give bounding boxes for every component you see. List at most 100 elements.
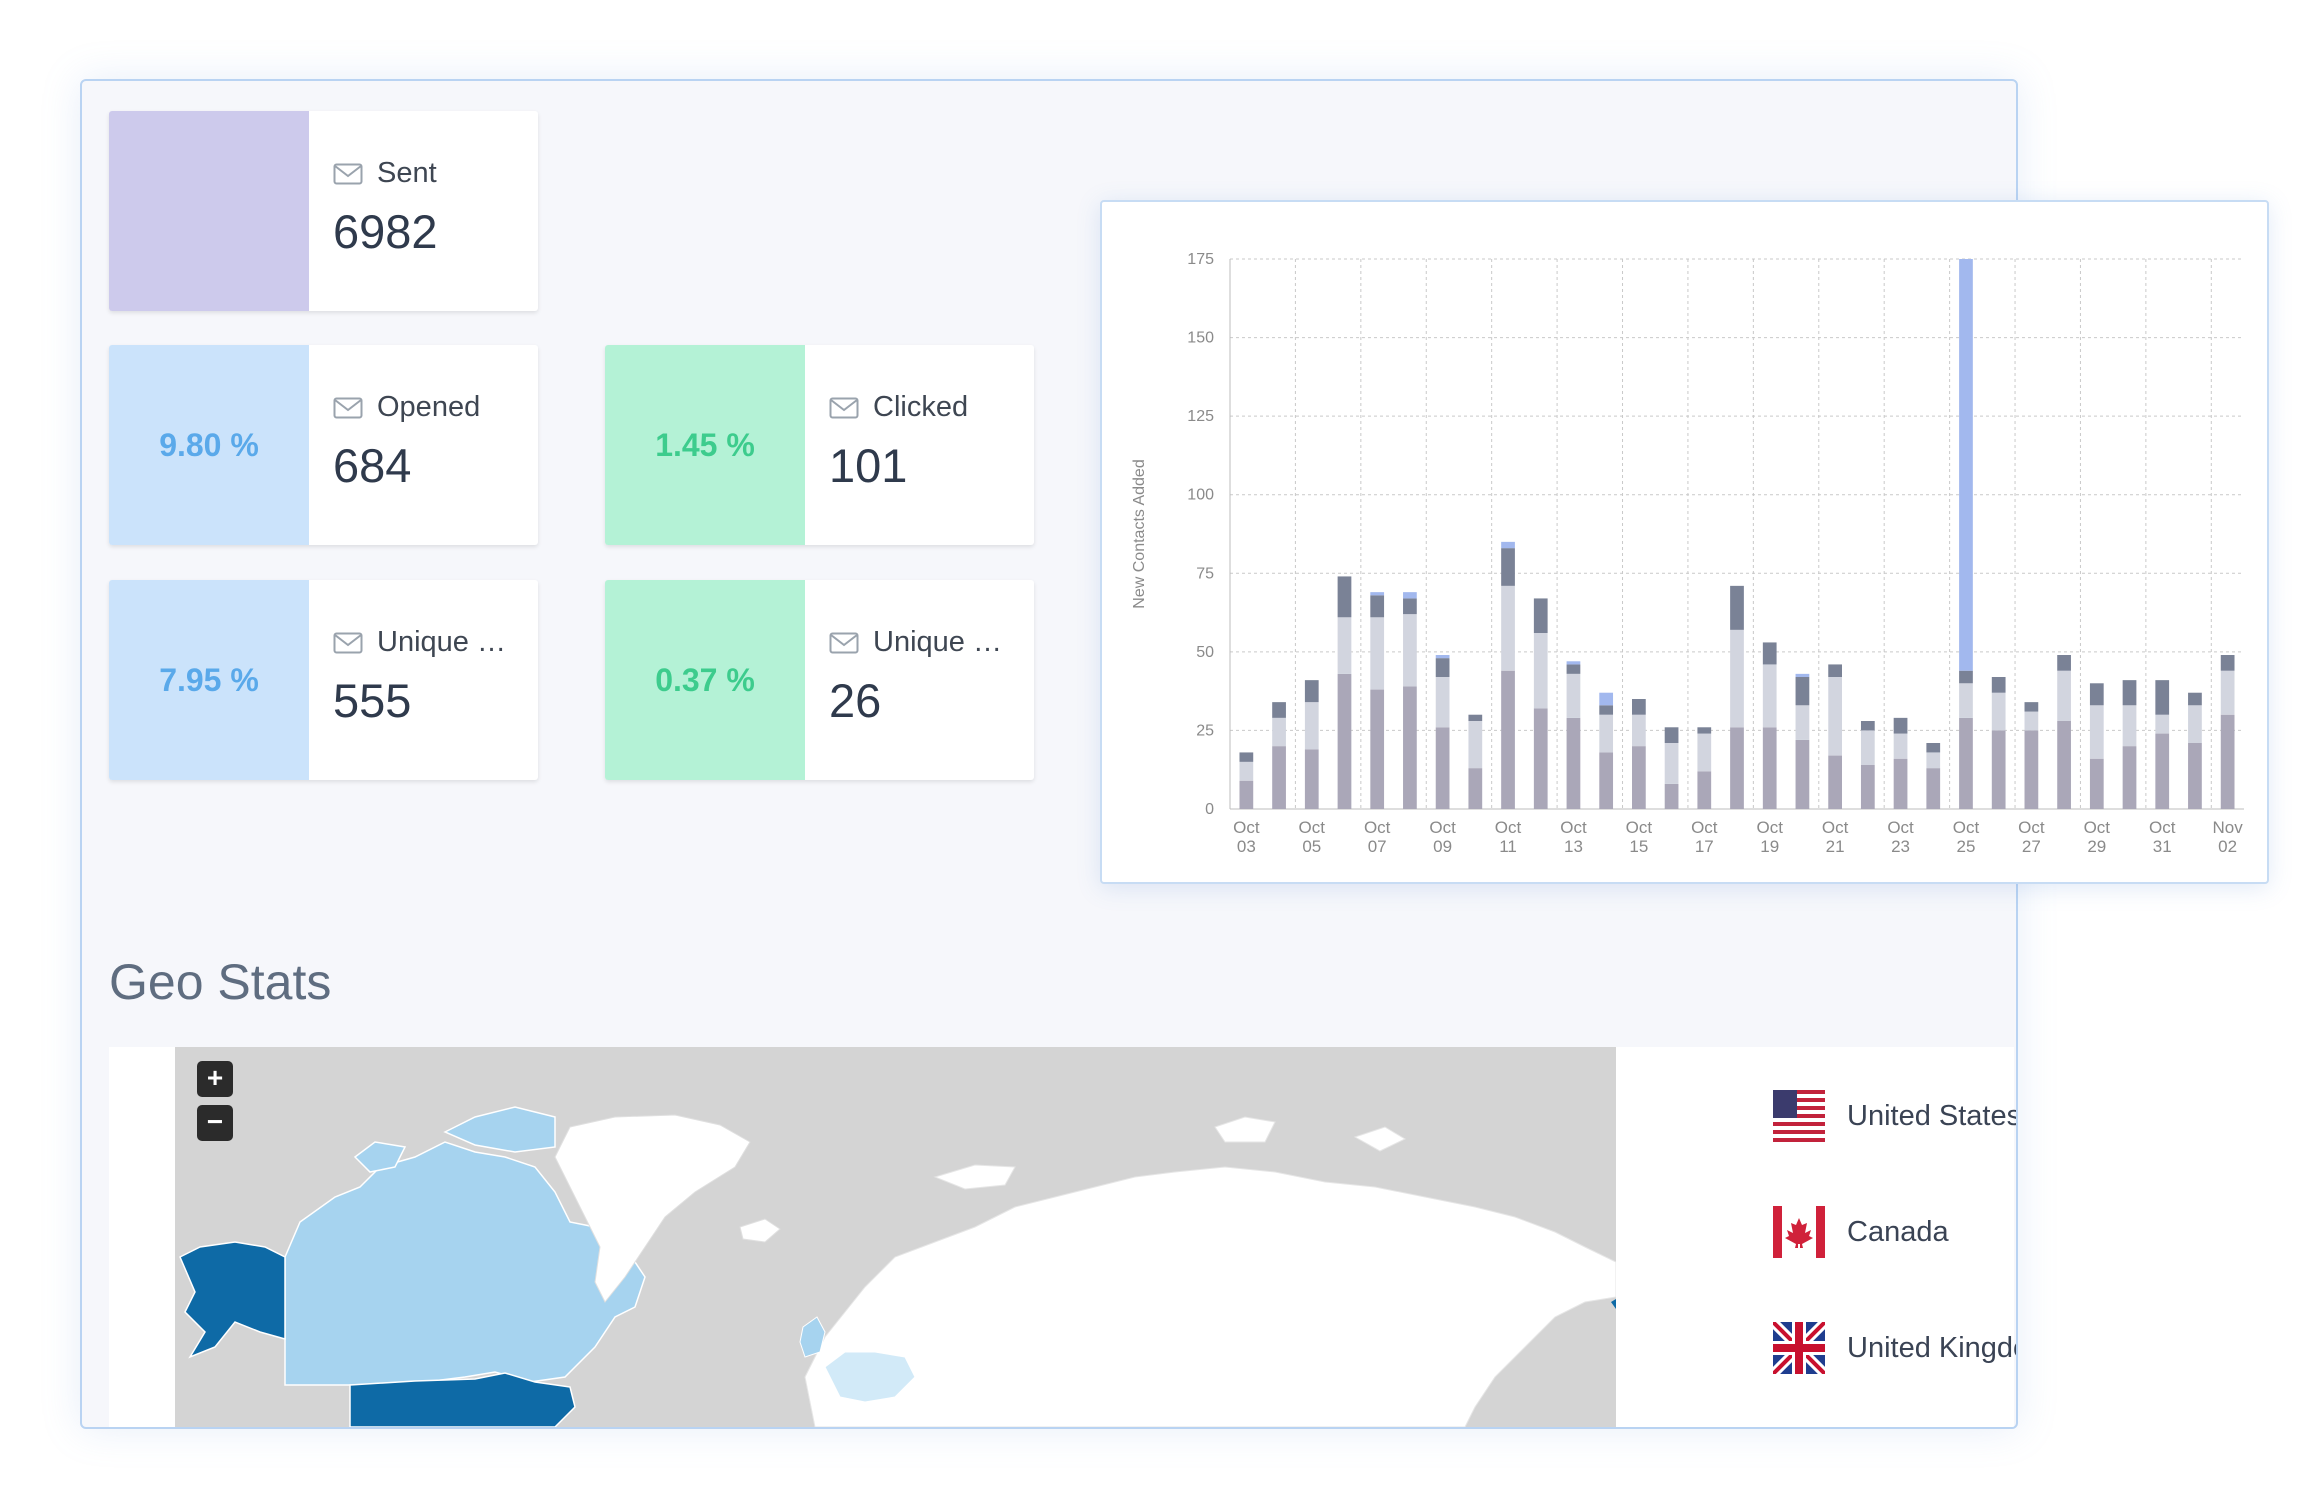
map-uk <box>799 1316 826 1358</box>
world-map[interactable]: + − <box>175 1047 1616 1427</box>
y-tick-label: 125 <box>1187 408 1214 425</box>
y-tick-label: 75 <box>1196 565 1214 582</box>
bar-segment <box>1762 642 1777 665</box>
bar-segment <box>1926 752 1941 769</box>
y-tick-label: 175 <box>1187 251 1214 268</box>
bar-segment <box>2057 670 2071 721</box>
sent-value: 6982 <box>333 205 438 258</box>
bar-segment <box>2155 714 2170 734</box>
bar-segment <box>1337 617 1352 674</box>
geo-stats-title: Geo Stats <box>109 954 332 1010</box>
x-tick-label: Oct <box>1233 818 1260 837</box>
unique-clicked-card[interactable]: 0.37 % Unique Clicked 26 <box>605 580 1034 780</box>
map-greenland <box>554 1114 751 1303</box>
bar-segment <box>2155 733 2170 809</box>
bar-segment <box>2188 705 2202 743</box>
x-tick-label: 23 <box>1891 837 1910 856</box>
bar-segment <box>1337 576 1352 618</box>
x-tick-label: Oct <box>2149 818 2176 837</box>
bar-segment <box>1468 714 1483 721</box>
bar-segment <box>1337 673 1352 809</box>
bar-segment <box>1795 705 1810 740</box>
bar-segment <box>2089 683 2104 706</box>
bar-segment <box>1599 692 1614 706</box>
x-tick-label: Oct <box>1953 818 1980 837</box>
bar-segment <box>1304 680 1319 703</box>
x-tick-label: 11 <box>1499 837 1517 856</box>
bar-segment <box>2024 702 2039 712</box>
bar-segment <box>1566 661 1581 665</box>
x-tick-label: 17 <box>1695 837 1714 856</box>
bar-segment <box>1991 692 2006 731</box>
bar-segment <box>1370 592 1385 596</box>
clicked-card[interactable]: 1.45 % Clicked 101 <box>605 345 1034 545</box>
bar-segment <box>1435 727 1450 809</box>
bar-segment <box>1795 673 1810 677</box>
bar-segment <box>2089 705 2104 759</box>
bar-segment <box>2188 692 2202 706</box>
country-item-uk[interactable]: United Kingdom <box>1773 1321 2016 1375</box>
bar-segment <box>1730 585 1744 630</box>
bar-segment <box>1959 670 1973 684</box>
country-item-us[interactable]: United States <box>1773 1089 2018 1143</box>
bar-segment <box>1403 592 1417 599</box>
bar-segment <box>2220 714 2235 809</box>
bar-segment <box>2089 758 2104 809</box>
bar-segment <box>1959 259 1973 671</box>
bar-segment <box>1762 664 1777 728</box>
zoom-out-button[interactable]: − <box>197 1105 233 1141</box>
bar-segment <box>2122 746 2137 809</box>
x-tick-label: Oct <box>1626 818 1653 837</box>
bar-segment <box>1501 541 1515 549</box>
bar-segment <box>1795 677 1810 706</box>
x-tick-label: 03 <box>1237 837 1256 856</box>
bar-segment <box>1697 733 1712 772</box>
y-tick-label: 0 <box>1205 801 1214 818</box>
world-map-canvas <box>179 1106 1616 1427</box>
canada-flag-icon <box>1773 1206 1825 1258</box>
bar-segment <box>1599 714 1614 753</box>
map-arctic-islands <box>933 1116 1407 1190</box>
envelope-icon <box>333 632 363 653</box>
unique-opened-value: 555 <box>333 674 412 727</box>
bar-segment <box>1664 743 1679 784</box>
bar-segment <box>1599 752 1614 809</box>
x-tick-label: Oct <box>1822 818 1849 837</box>
opened-label: Opened <box>377 391 481 423</box>
bar-segment <box>1566 717 1581 809</box>
country-list: United States Canada <box>1773 1089 2018 1427</box>
map-usa <box>349 1372 576 1427</box>
zoom-in-button[interactable]: + <box>197 1061 233 1097</box>
bar-segment <box>1664 727 1679 743</box>
bar-segment <box>1893 758 1908 809</box>
sent-label: Sent <box>377 157 437 189</box>
x-tick-label: 25 <box>1957 837 1976 856</box>
bar-segment <box>2220 670 2235 715</box>
bar-segment <box>1468 768 1483 809</box>
unique-clicked-rate: 0.37 % <box>605 580 805 780</box>
x-tick-label: 09 <box>1433 837 1452 856</box>
bar-segment <box>2220 655 2235 671</box>
opened-rate: 9.80 % <box>109 345 309 545</box>
x-tick-label: 27 <box>2022 837 2041 856</box>
unique-opened-card[interactable]: 7.95 % Unique Opened 555 <box>109 580 538 780</box>
y-tick-label: 50 <box>1196 644 1214 661</box>
map-canada-islands <box>353 1106 556 1173</box>
sent-card[interactable]: Sent 6982 <box>109 111 538 311</box>
bar-segment <box>1730 629 1744 728</box>
country-name: United States <box>1847 1099 2018 1132</box>
y-tick-label: 100 <box>1187 487 1214 504</box>
bar-segment <box>1403 598 1417 615</box>
bar-segment <box>2057 655 2071 671</box>
bar-segment <box>1239 780 1254 809</box>
bar-segment <box>1599 705 1614 715</box>
bar-segment <box>1893 733 1908 759</box>
clicked-value: 101 <box>829 439 908 492</box>
x-tick-label: Oct <box>1756 818 1783 837</box>
envelope-icon <box>829 397 859 418</box>
x-tick-label: Oct <box>1887 818 1914 837</box>
country-item-canada[interactable]: Canada <box>1773 1205 2016 1259</box>
x-tick-label: Oct <box>1299 818 1326 837</box>
opened-card[interactable]: 9.80 % Opened 684 <box>109 345 538 545</box>
x-tick-label: Oct <box>1364 818 1391 837</box>
